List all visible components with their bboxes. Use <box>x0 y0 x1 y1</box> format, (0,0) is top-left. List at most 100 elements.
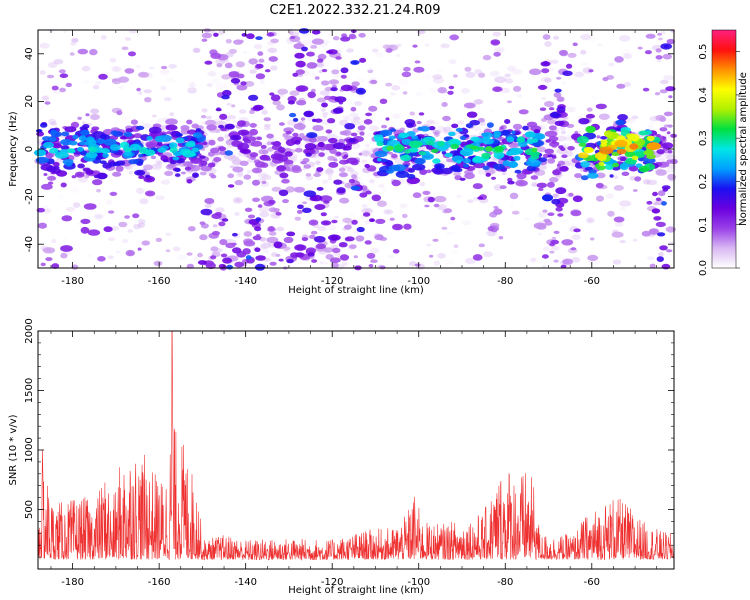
snr-series-line <box>37 330 675 561</box>
heatmap-cell <box>437 87 447 94</box>
heatmap-cell <box>561 81 567 85</box>
heatmap-cell <box>629 143 639 150</box>
heatmap-cell <box>666 118 675 124</box>
heatmap-cell <box>161 65 168 70</box>
heatmap-cell <box>562 258 573 265</box>
heatmap-cell <box>524 131 536 138</box>
heatmap-cell <box>253 43 263 50</box>
heatmap-cell <box>588 69 594 73</box>
heatmap-cell <box>536 182 547 188</box>
heatmap-cell <box>258 58 265 63</box>
heatmap-cell <box>560 147 566 152</box>
heatmap-cell <box>595 182 604 189</box>
heatmap-cell <box>464 66 472 72</box>
heatmap-cell <box>45 152 53 159</box>
heatmap-cell <box>444 153 453 158</box>
heatmap-cell <box>261 149 269 155</box>
heatmap-cell <box>580 175 589 181</box>
heatmap-cell <box>580 34 592 41</box>
x-tick-label: -80 <box>497 276 513 287</box>
heatmap-cell <box>276 104 285 111</box>
heatmap-cell <box>252 235 262 241</box>
heatmap-cells <box>34 28 678 271</box>
heatmap-cell <box>647 125 654 130</box>
heatmap-cell <box>566 106 576 113</box>
heatmap-cell <box>316 63 323 67</box>
heatmap-cell <box>612 162 620 168</box>
heatmap-cell <box>118 221 128 228</box>
heatmap-cell <box>207 162 216 168</box>
heatmap-cell <box>342 217 353 223</box>
heatmap-cell <box>443 126 452 132</box>
heatmap-cell <box>175 137 185 144</box>
heatmap-cell <box>666 249 673 253</box>
heatmap-x-axis-label: Height of straight line (km) <box>288 285 424 296</box>
heatmap-cell <box>71 38 78 43</box>
heatmap-cell <box>587 172 599 179</box>
heatmap-cell <box>464 257 476 264</box>
heatmap-cell <box>66 148 76 153</box>
colorbar-ticks: 0.0 0.1 0.2 0.3 0.4 0.5 <box>698 44 740 276</box>
heatmap-cell <box>272 100 282 106</box>
heatmap-cell <box>499 185 507 190</box>
heatmap-cell <box>514 169 522 174</box>
heatmap-cell <box>581 62 588 66</box>
heatmap-cell <box>310 45 318 49</box>
heatmap-cell <box>513 155 521 161</box>
heatmap-cell <box>338 242 348 248</box>
heatmap-cell <box>391 153 398 159</box>
heatmap-cell <box>513 85 522 92</box>
heatmap-cell <box>212 231 220 236</box>
heatmap-cell <box>598 161 605 167</box>
heatmap-cell <box>77 163 85 169</box>
heatmap-cell <box>232 247 242 254</box>
heatmap-cell <box>208 139 216 146</box>
heatmap-cell <box>138 146 148 155</box>
heatmap-cell <box>169 112 175 117</box>
heatmap-cell <box>463 163 469 168</box>
heatmap-cell <box>206 115 212 120</box>
heatmap-cell <box>306 132 318 139</box>
heatmap-cell <box>542 209 548 213</box>
heatmap-cell <box>270 65 278 71</box>
heatmap-cell <box>172 156 180 161</box>
heatmap-cell <box>548 125 557 131</box>
heatmap-cell <box>218 124 225 129</box>
heatmap-cell <box>418 151 426 156</box>
heatmap-cell <box>201 108 208 113</box>
heatmap-cell <box>634 176 642 182</box>
heatmap-cell <box>232 232 238 237</box>
heatmap-cell <box>531 182 538 188</box>
heatmap-cell <box>432 158 441 164</box>
heatmap-cell <box>107 172 113 176</box>
heatmap-cell <box>658 252 664 257</box>
heatmap-cell <box>215 83 228 90</box>
heatmap-cell <box>389 217 395 221</box>
heatmap-cell <box>50 129 58 136</box>
heatmap-cell <box>376 200 387 207</box>
heatmap-cell <box>414 263 421 267</box>
heatmap-cell <box>464 172 475 180</box>
heatmap-cell <box>498 236 504 240</box>
heatmap-cell <box>261 175 272 180</box>
heatmap-cell <box>632 238 638 242</box>
heatmap-cell <box>64 126 77 133</box>
heatmap-cell <box>241 33 247 37</box>
heatmap-cell <box>375 52 384 58</box>
heatmap-cell <box>456 159 462 164</box>
heatmap-cell <box>331 262 339 269</box>
heatmap-cell <box>595 172 606 179</box>
heatmap-cell <box>38 222 47 229</box>
heatmap-cell <box>448 131 456 137</box>
heatmap-cell <box>96 138 106 144</box>
heatmap-cell <box>364 240 372 245</box>
heatmap-cell <box>365 144 370 147</box>
colorbar-tick-label: 0.4 <box>698 87 709 103</box>
heatmap-cell <box>455 127 463 132</box>
heatmap-cell <box>346 48 354 53</box>
heatmap-cell <box>174 173 181 177</box>
heatmap-cell <box>162 159 169 163</box>
heatmap-cell <box>246 169 252 174</box>
heatmap-cell <box>332 107 344 114</box>
heatmap-cell <box>301 39 314 46</box>
